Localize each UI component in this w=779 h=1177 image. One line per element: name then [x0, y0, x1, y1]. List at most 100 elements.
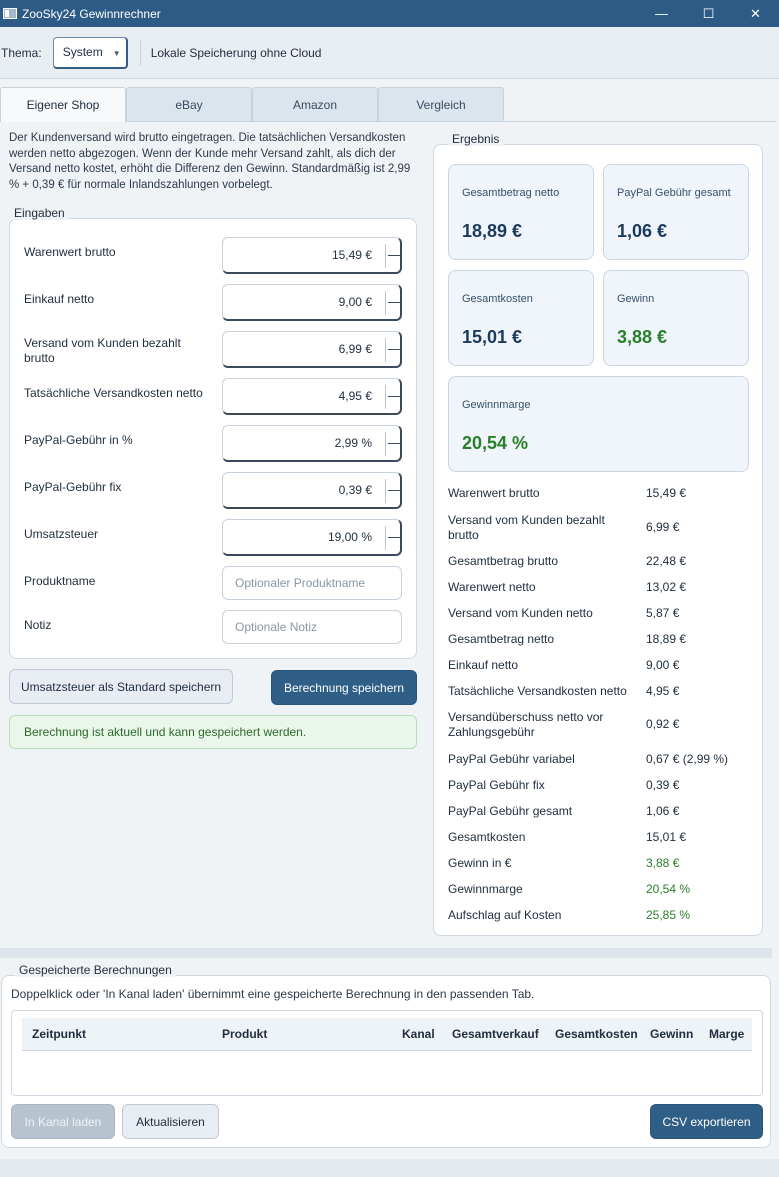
theme-label: Thema:	[1, 45, 42, 60]
spin-divider	[385, 432, 386, 456]
tab-ebay[interactable]: eBay	[126, 87, 252, 122]
field-label-produktname: Produktname	[24, 574, 96, 588]
result-label: Gesamtbetrag brutto	[448, 554, 559, 568]
column-header-marge[interactable]: Marge	[709, 1027, 745, 1041]
result-label: PayPal Gebühr variabel	[448, 752, 575, 766]
panel-splitter[interactable]	[0, 948, 772, 958]
chevron-down-icon: ▼	[112, 48, 121, 58]
result-label: Versand vom Kunden bezahlt brutto	[448, 513, 605, 542]
field-label-einkauf-netto: Einkauf netto	[24, 292, 95, 306]
result-value: 5,87 €	[646, 606, 680, 620]
warenwert-brutto-input[interactable]: 15,49 €	[222, 237, 402, 274]
result-value: 13,02 €	[646, 580, 687, 594]
versandkosten-netto-input[interactable]: 4,95 €	[222, 378, 402, 415]
result-value: 6,99 €	[646, 520, 680, 534]
result-label: Tatsächliche Versandkosten netto	[448, 684, 627, 698]
field-label-umsatzsteuer: Umsatzsteuer	[24, 527, 99, 541]
notiz-input[interactable]: Optionale Notiz	[222, 610, 402, 644]
result-label: PayPal Gebühr fix	[448, 778, 545, 792]
field-label-paypal-fix: PayPal-Gebühr fix	[24, 480, 122, 494]
result-label: Einkauf netto	[448, 658, 519, 672]
result-label: Warenwert netto	[448, 580, 536, 594]
status-message: Berechnung ist aktuell und kann gespeich…	[9, 715, 417, 749]
spin-stepper-icon[interactable]	[388, 396, 400, 397]
result-label: Warenwert brutto	[448, 486, 540, 500]
app-icon	[3, 8, 17, 19]
spin-stepper-icon[interactable]	[388, 537, 400, 538]
field-label-warenwert-brutto: Warenwert brutto	[24, 245, 116, 259]
maximize-button[interactable]: ☐	[702, 5, 715, 21]
inputs-group-title: Eingaben	[10, 206, 69, 220]
result-value: 1,06 €	[646, 804, 680, 818]
spin-stepper-icon[interactable]	[388, 349, 400, 350]
einkauf-netto-input[interactable]: 9,00 €	[222, 284, 402, 321]
export-csv-button[interactable]: CSV exportieren	[650, 1104, 763, 1139]
result-label: Aufschlag auf Kosten	[448, 908, 562, 922]
paypal-prozent-input[interactable]: 2,99 %	[222, 425, 402, 462]
window-controls: — ☐ ✕	[638, 0, 779, 27]
spin-divider	[385, 338, 386, 362]
column-header-gesamtkosten[interactable]: Gesamtkosten	[555, 1027, 638, 1041]
spin-value: 6,99 €	[338, 342, 372, 356]
refresh-button[interactable]: Aktualisieren	[122, 1104, 219, 1139]
versand-kunde-brutto-input[interactable]: 6,99 €	[222, 331, 402, 368]
field-label-versand-kunde-brutto: Versand vom Kunden bezahlt brutto	[24, 336, 181, 365]
saved-hint: Doppelklick oder 'In Kanal laden' überni…	[11, 987, 535, 1001]
produktname-input[interactable]: Optionaler Produktname	[222, 566, 402, 600]
tab-amazon[interactable]: Amazon	[252, 87, 378, 122]
column-header-produkt[interactable]: Produkt	[222, 1027, 268, 1041]
inputs-group: Warenwert brutto 15,49 € Einkauf netto 9…	[9, 218, 417, 659]
saved-calculations-group: Doppelklick oder 'In Kanal laden' überni…	[1, 975, 771, 1148]
save-calculation-button[interactable]: Berechnung speichern	[271, 670, 417, 705]
result-value: 0,39 €	[646, 778, 680, 792]
result-label: PayPal Gebühr gesamt	[448, 804, 573, 818]
result-label: Versand vom Kunden netto	[448, 606, 593, 620]
card-gesamtbetrag-netto: Gesamtbetrag netto 18,89 €	[448, 164, 594, 260]
card-label: Gewinnmarge	[462, 399, 531, 411]
paypal-fix-input[interactable]: 0,39 €	[222, 472, 402, 509]
spin-divider	[385, 291, 386, 315]
card-label: Gesamtbetrag netto	[462, 187, 560, 199]
spin-stepper-icon[interactable]	[388, 302, 400, 303]
result-value: 15,49 €	[646, 486, 687, 500]
table-header: Zeitpunkt Produkt Kanal Gesamtverkauf Ge…	[22, 1018, 752, 1051]
spin-value: 9,00 €	[338, 295, 372, 309]
column-header-zeitpunkt[interactable]: Zeitpunkt	[32, 1027, 86, 1041]
load-into-channel-button[interactable]: In Kanal laden	[11, 1104, 115, 1139]
minimize-button[interactable]: —	[655, 6, 668, 21]
card-gesamtkosten: Gesamtkosten 15,01 €	[448, 270, 594, 366]
status-strip	[0, 1159, 779, 1177]
spin-divider	[385, 385, 386, 409]
result-value: 9,00 €	[646, 658, 680, 672]
save-vat-default-button[interactable]: Umsatzsteuer als Standard speichern	[9, 669, 233, 704]
intro-text: Der Kundenversand wird brutto eingetrage…	[9, 132, 411, 191]
card-paypal-gebuehr: PayPal Gebühr gesamt 1,06 €	[603, 164, 749, 260]
spin-stepper-icon[interactable]	[388, 443, 400, 444]
tab-vergleich[interactable]: Vergleich	[378, 87, 504, 122]
channel-tabs: Eigener Shop eBay Amazon Vergleich	[0, 87, 504, 122]
result-value: 0,67 € (2,99 %)	[646, 752, 729, 766]
card-gewinnmarge: Gewinnmarge 20,54 %	[448, 376, 749, 472]
card-value: 1,06 €	[617, 221, 668, 241]
result-value: 15,01 €	[646, 830, 687, 844]
umsatzsteuer-input[interactable]: 19,00 %	[222, 519, 402, 556]
tab-divider	[126, 121, 776, 122]
spin-stepper-icon[interactable]	[388, 490, 400, 491]
result-value: 0,92 €	[646, 717, 680, 731]
saved-calculations-table[interactable]: Zeitpunkt Produkt Kanal Gesamtverkauf Ge…	[11, 1010, 763, 1096]
card-label: Gewinn	[617, 293, 655, 305]
theme-select[interactable]: System ▼	[52, 36, 128, 69]
column-header-gewinn[interactable]: Gewinn	[650, 1027, 694, 1041]
column-header-gesamtverkauf[interactable]: Gesamtverkauf	[452, 1027, 539, 1041]
spin-stepper-icon[interactable]	[388, 255, 400, 256]
card-value: 20,54 %	[462, 433, 529, 453]
result-label: Gesamtbetrag netto	[448, 632, 555, 646]
result-label: Gesamtkosten	[448, 830, 526, 844]
tab-eigener-shop[interactable]: Eigener Shop	[0, 87, 126, 122]
spin-value: 15,49 €	[331, 248, 372, 262]
close-button[interactable]: ✕	[750, 5, 761, 21]
column-header-kanal[interactable]: Kanal	[402, 1027, 435, 1041]
spin-divider	[385, 244, 386, 268]
result-value: 22,48 €	[646, 554, 687, 568]
spin-divider	[385, 479, 386, 503]
